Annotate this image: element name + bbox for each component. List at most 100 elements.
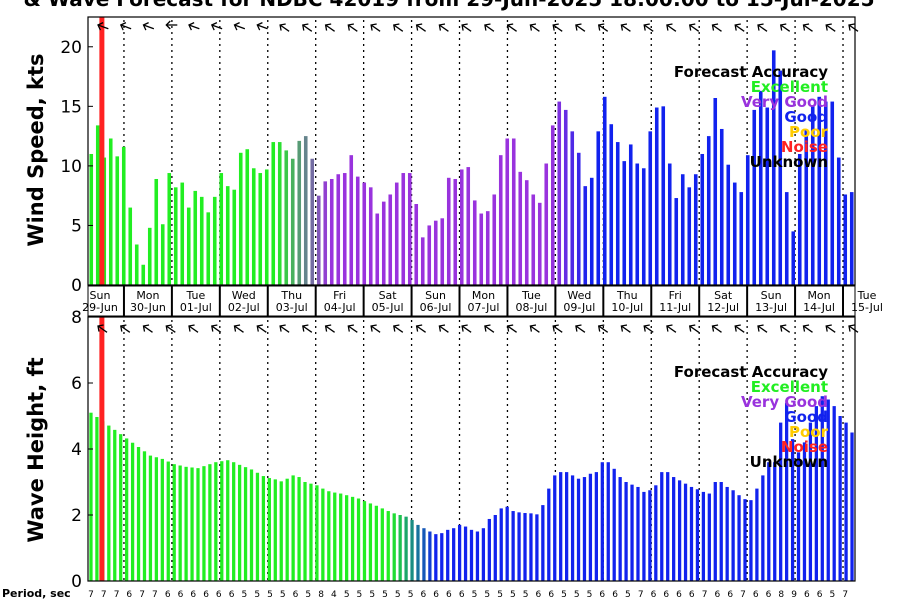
bar bbox=[440, 533, 444, 581]
direction-arrow bbox=[119, 22, 132, 31]
noise-marker bbox=[99, 317, 105, 581]
wind-y-axis-label: Wind Speed, kts bbox=[24, 53, 48, 246]
bar bbox=[277, 142, 282, 285]
bar bbox=[407, 173, 412, 285]
bar bbox=[142, 451, 147, 581]
bar bbox=[719, 128, 724, 285]
bar bbox=[589, 177, 594, 285]
bar bbox=[452, 528, 456, 581]
direction-arrow bbox=[188, 22, 200, 31]
wave-legend: Forecast Accuracy Excellent Very Good Go… bbox=[674, 363, 829, 471]
direction-arrow bbox=[734, 324, 745, 333]
bar bbox=[196, 468, 200, 581]
period-value: 7 bbox=[638, 590, 644, 600]
bar bbox=[453, 178, 458, 285]
bar bbox=[401, 173, 406, 285]
period-value: 6 bbox=[676, 590, 682, 600]
period-value: 6 bbox=[689, 590, 695, 600]
period-value: 8 bbox=[318, 590, 324, 600]
bar bbox=[765, 107, 770, 286]
direction-arrow bbox=[461, 23, 472, 32]
legend-unknown: Unknown bbox=[750, 453, 828, 471]
bar bbox=[537, 202, 542, 285]
direction-arrow bbox=[438, 23, 449, 32]
bar bbox=[479, 213, 484, 285]
period-value: 6 bbox=[536, 590, 542, 600]
bar bbox=[618, 477, 622, 581]
bar bbox=[333, 492, 337, 581]
bar bbox=[541, 505, 545, 581]
bar bbox=[459, 169, 464, 285]
bar bbox=[826, 399, 830, 581]
direction-arrow bbox=[734, 23, 745, 32]
bar bbox=[636, 486, 640, 581]
bar bbox=[237, 464, 242, 581]
period-value: 8 bbox=[778, 590, 784, 600]
bar bbox=[440, 218, 445, 285]
direction-arrow bbox=[484, 23, 495, 32]
period-value: 6 bbox=[766, 590, 772, 600]
legend-unknown: Unknown bbox=[750, 153, 828, 171]
bar bbox=[752, 109, 757, 285]
bar bbox=[356, 498, 361, 581]
bar bbox=[771, 50, 776, 285]
wave-y-axis-label: Wave Height, ft bbox=[24, 357, 48, 542]
bar bbox=[563, 109, 568, 285]
legend-excellent: Excellent bbox=[751, 78, 828, 96]
day-date: 06-Jul bbox=[420, 301, 452, 314]
bar bbox=[790, 439, 795, 581]
bar bbox=[336, 174, 341, 285]
day-date: 02-Jul bbox=[228, 301, 260, 314]
period-value: 5 bbox=[357, 590, 363, 600]
bar bbox=[661, 106, 666, 285]
period-value: 6 bbox=[599, 590, 605, 600]
direction-arrow bbox=[620, 324, 631, 333]
bar bbox=[523, 513, 527, 581]
bar bbox=[612, 468, 616, 581]
day-name: Tue bbox=[521, 289, 541, 302]
bar bbox=[107, 425, 111, 581]
bar bbox=[290, 158, 295, 285]
wind-y-ticks: 0 5 10 15 20 bbox=[60, 38, 93, 296]
day-date: 13-Jul bbox=[755, 301, 787, 314]
bar bbox=[498, 155, 503, 285]
period-value: 6 bbox=[216, 590, 222, 600]
bar bbox=[701, 491, 706, 581]
bar bbox=[119, 434, 123, 581]
bar bbox=[349, 155, 354, 285]
period-value: 6 bbox=[446, 590, 452, 600]
period-value: 7 bbox=[101, 590, 107, 600]
bar bbox=[206, 212, 211, 285]
day-name: Mon bbox=[136, 289, 159, 302]
bar bbox=[814, 406, 818, 581]
bar bbox=[284, 150, 289, 285]
bar bbox=[820, 396, 824, 581]
bar bbox=[808, 422, 813, 581]
day-name: Wed bbox=[232, 289, 256, 302]
bar bbox=[559, 472, 563, 581]
bar bbox=[113, 429, 117, 581]
day-name: Fri bbox=[333, 289, 346, 302]
direction-arrow bbox=[688, 23, 700, 32]
period-value: 5 bbox=[267, 590, 273, 600]
period-value: 4 bbox=[331, 590, 337, 600]
bar bbox=[784, 192, 789, 285]
bar bbox=[767, 462, 771, 581]
period-value: 5 bbox=[510, 590, 516, 600]
bar bbox=[433, 220, 438, 285]
direction-arrow bbox=[779, 23, 791, 32]
bar bbox=[557, 101, 562, 285]
bar bbox=[689, 486, 694, 581]
day-label-strip: Sun29-JunMon30-JunTue01-JulWed02-JulThu0… bbox=[82, 285, 883, 317]
direction-arrow bbox=[552, 324, 563, 333]
period-value: 5 bbox=[369, 590, 375, 600]
direction-arrow bbox=[142, 324, 153, 333]
day-date: 12-Jul bbox=[707, 301, 739, 314]
day-name: Thu bbox=[280, 289, 302, 302]
bar bbox=[732, 182, 737, 285]
bar bbox=[838, 416, 842, 581]
bar bbox=[212, 196, 217, 285]
bar bbox=[680, 174, 685, 285]
bar bbox=[394, 182, 399, 285]
period-value: 6 bbox=[663, 590, 669, 600]
